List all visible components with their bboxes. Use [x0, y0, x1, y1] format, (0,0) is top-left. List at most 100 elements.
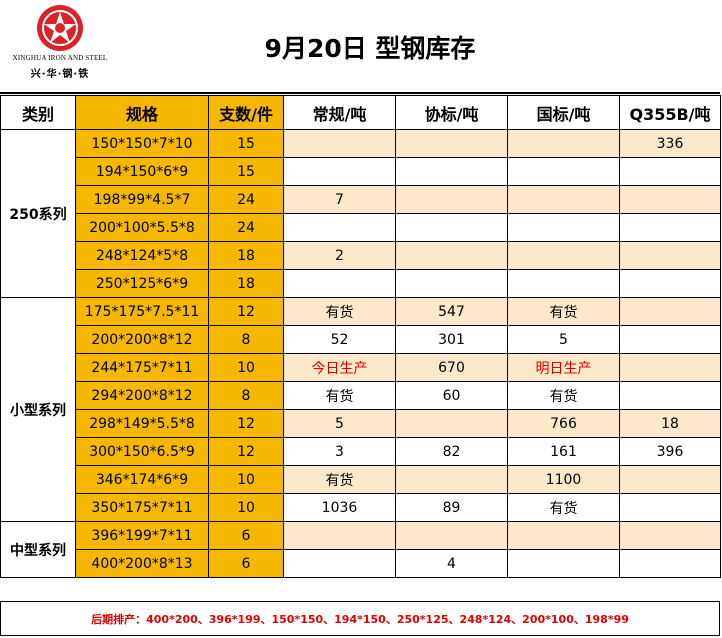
- assoc-cell: 301: [395, 325, 508, 354]
- regular-cell: 5: [283, 409, 396, 438]
- regular-cell: [283, 549, 396, 578]
- count-cell: 8: [208, 381, 284, 410]
- q355b-cell: [619, 325, 721, 354]
- regular-cell: [283, 157, 396, 186]
- production-schedule-note: 后期排产：400*200、396*199、150*150、194*150、250…: [0, 601, 720, 636]
- column-header-national-standard: 国标/吨: [507, 95, 620, 130]
- column-header-regular: 常规/吨: [283, 95, 396, 130]
- table-row: 198*99*4.5*7 24 7: [1, 185, 721, 214]
- count-cell: 6: [208, 521, 284, 550]
- table-row: 244*175*7*11 10 今日生产 670 明日生产: [1, 353, 721, 382]
- national-cell: 有货: [507, 297, 620, 326]
- q355b-cell: [619, 185, 721, 214]
- national-cell: 5: [507, 325, 620, 354]
- spec-cell: 400*200*8*13: [75, 549, 209, 578]
- spec-cell: 150*150*7*10: [75, 129, 209, 158]
- page-title: 9月20日 型钢库存: [264, 34, 476, 63]
- category-cell: 中型系列: [0, 521, 76, 578]
- table-row: 400*200*8*13 6 4: [1, 549, 721, 578]
- count-cell: 10: [208, 493, 284, 522]
- spec-cell: 250*125*6*9: [75, 269, 209, 298]
- assoc-cell: [395, 521, 508, 550]
- spec-cell: 396*199*7*11: [75, 521, 209, 550]
- sheet-header: XINGHUA IRON AND STEEL 兴·华·钢·铁 9月20日 型钢库…: [0, 0, 720, 94]
- table-row: 250*125*6*9 18: [1, 269, 721, 298]
- table-row: 中型系列 396*199*7*11 6: [0, 521, 721, 578]
- count-cell: 10: [208, 353, 284, 382]
- table-row: 346*174*6*9 10 有货 1100: [1, 465, 721, 494]
- regular-cell: 52: [283, 325, 396, 354]
- company-logo: XINGHUA IRON AND STEEL 兴·华·钢·铁: [4, 4, 116, 90]
- q355b-cell: 336: [619, 129, 721, 158]
- national-cell: [507, 521, 620, 550]
- assoc-cell: [395, 129, 508, 158]
- spec-cell: 200*200*8*12: [75, 325, 209, 354]
- column-header-count: 支数/件: [208, 95, 284, 130]
- assoc-cell: 60: [395, 381, 508, 410]
- count-cell: 24: [208, 213, 284, 242]
- inventory-table: 类别 规格 支数/件 常规/吨 协标/吨 国标/吨 Q355B/吨 250系列 1…: [0, 95, 721, 578]
- q355b-cell: [619, 157, 721, 186]
- table-row: 300*150*6.5*9 12 3 82 161 396: [1, 437, 721, 466]
- spec-cell: 294*200*8*12: [75, 381, 209, 410]
- q355b-cell: [619, 465, 721, 494]
- category-cell: 250系列: [0, 129, 76, 298]
- table-row: 248*124*5*8 18 2: [1, 241, 721, 270]
- count-cell: 12: [208, 437, 284, 466]
- regular-cell: 2: [283, 241, 396, 270]
- count-cell: 15: [208, 157, 284, 186]
- table-row: 小型系列 175*175*7.5*11 12 有货 547 有货: [0, 297, 721, 522]
- table-row: 250系列 150*150*7*10 15 336: [0, 129, 721, 298]
- assoc-cell: 4: [395, 549, 508, 578]
- regular-cell: 7: [283, 185, 396, 214]
- national-cell: [507, 269, 620, 298]
- count-cell: 6: [208, 549, 284, 578]
- regular-cell: 有货: [283, 465, 396, 494]
- national-cell: 766: [507, 409, 620, 438]
- assoc-cell: 547: [395, 297, 508, 326]
- national-cell: [507, 185, 620, 214]
- count-cell: 24: [208, 185, 284, 214]
- spec-cell: 298*149*5.5*8: [75, 409, 209, 438]
- column-header-assoc-standard: 协标/吨: [395, 95, 508, 130]
- column-header-spec: 规格: [75, 95, 209, 130]
- assoc-cell: [395, 213, 508, 242]
- logo-chinese-text: 兴·华·钢·铁: [30, 69, 90, 80]
- regular-cell: 有货: [283, 297, 396, 326]
- table-row: 298*149*5.5*8 12 5 766 18: [1, 409, 721, 438]
- count-cell: 8: [208, 325, 284, 354]
- table-body: 250系列 150*150*7*10 15 336 194*150*6*9 15 198*9…: [0, 129, 721, 578]
- national-cell: [507, 549, 620, 578]
- count-cell: 15: [208, 129, 284, 158]
- assoc-cell: 82: [395, 437, 508, 466]
- spec-cell: 346*174*6*9: [75, 465, 209, 494]
- count-cell: 12: [208, 297, 284, 326]
- regular-cell: [283, 213, 396, 242]
- q355b-cell: [619, 241, 721, 270]
- assoc-cell: [395, 241, 508, 270]
- assoc-cell: [395, 409, 508, 438]
- regular-cell: 3: [283, 437, 396, 466]
- regular-cell: 1036: [283, 493, 396, 522]
- spec-cell: 200*100*5.5*8: [75, 213, 209, 242]
- table-row: 194*150*6*9 15: [1, 157, 721, 186]
- national-cell: [507, 213, 620, 242]
- spec-cell: 198*99*4.5*7: [75, 185, 209, 214]
- q355b-cell: [619, 269, 721, 298]
- table-header-row: 类别 规格 支数/件 常规/吨 协标/吨 国标/吨 Q355B/吨: [0, 95, 721, 130]
- table-row: 200*100*5.5*8 24: [1, 213, 721, 242]
- regular-cell: 有货: [283, 381, 396, 410]
- category-cell: 小型系列: [0, 297, 76, 522]
- national-cell: 有货: [507, 493, 620, 522]
- national-cell: 有货: [507, 381, 620, 410]
- assoc-cell: [395, 185, 508, 214]
- spec-cell: 350*175*7*11: [75, 493, 209, 522]
- assoc-cell: [395, 465, 508, 494]
- regular-cell: [283, 269, 396, 298]
- regular-cell: 今日生产: [283, 353, 396, 382]
- spec-cell: 194*150*6*9: [75, 157, 209, 186]
- spec-cell: 175*175*7.5*11: [75, 297, 209, 326]
- xinghua-logo-icon: [37, 5, 83, 51]
- national-cell: 1100: [507, 465, 620, 494]
